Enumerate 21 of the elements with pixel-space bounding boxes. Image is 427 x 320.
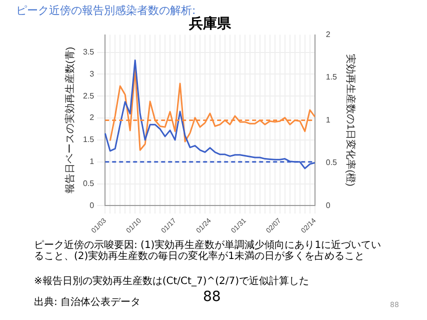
y-tick-label: 0.5 bbox=[82, 178, 95, 188]
y2-tick-label: 2 bbox=[326, 30, 331, 40]
y-tick-label: 3.5 bbox=[82, 48, 95, 57]
text: 88 bbox=[203, 289, 221, 305]
text: ※報告日別の実効再生産数は(Ct/Ct_7)^(2/7)で近似計算した bbox=[34, 276, 309, 287]
y-tick-label: 2.5 bbox=[82, 91, 95, 100]
y-tick-label: 0 bbox=[90, 200, 95, 210]
y2-tick-label: 1.5 bbox=[326, 72, 338, 82]
y2-tick-label: 0 bbox=[326, 200, 331, 210]
y2-tick-label: 0.5 bbox=[326, 158, 338, 168]
y-tick-label: 1 bbox=[90, 157, 95, 166]
y-axis-title: 報告日ベースの実効再生産数(青) bbox=[64, 46, 76, 194]
y2-axis-title: 実効再生産数の1日変化率(橙) bbox=[344, 54, 356, 186]
y-tick-label: 3 bbox=[90, 69, 95, 78]
chart-subtitle: 兵庫県 bbox=[188, 15, 232, 32]
source-note: 出典: 自治体公表データ bbox=[34, 297, 141, 308]
y-tick-label: 1.5 bbox=[82, 135, 95, 144]
y2-tick-label: 1 bbox=[326, 115, 331, 124]
y-tick-label: 2 bbox=[90, 113, 95, 122]
text: ピーク近傍の示唆要因: (1)実効再生産数が単調減少傾向にあり1に近づいていること、(2)実効再生産数の毎日の変化率が1未満の日が多くを占めること bbox=[34, 240, 382, 262]
chart-title: ピーク近傍の報告別感染者数の解析: bbox=[16, 3, 196, 17]
